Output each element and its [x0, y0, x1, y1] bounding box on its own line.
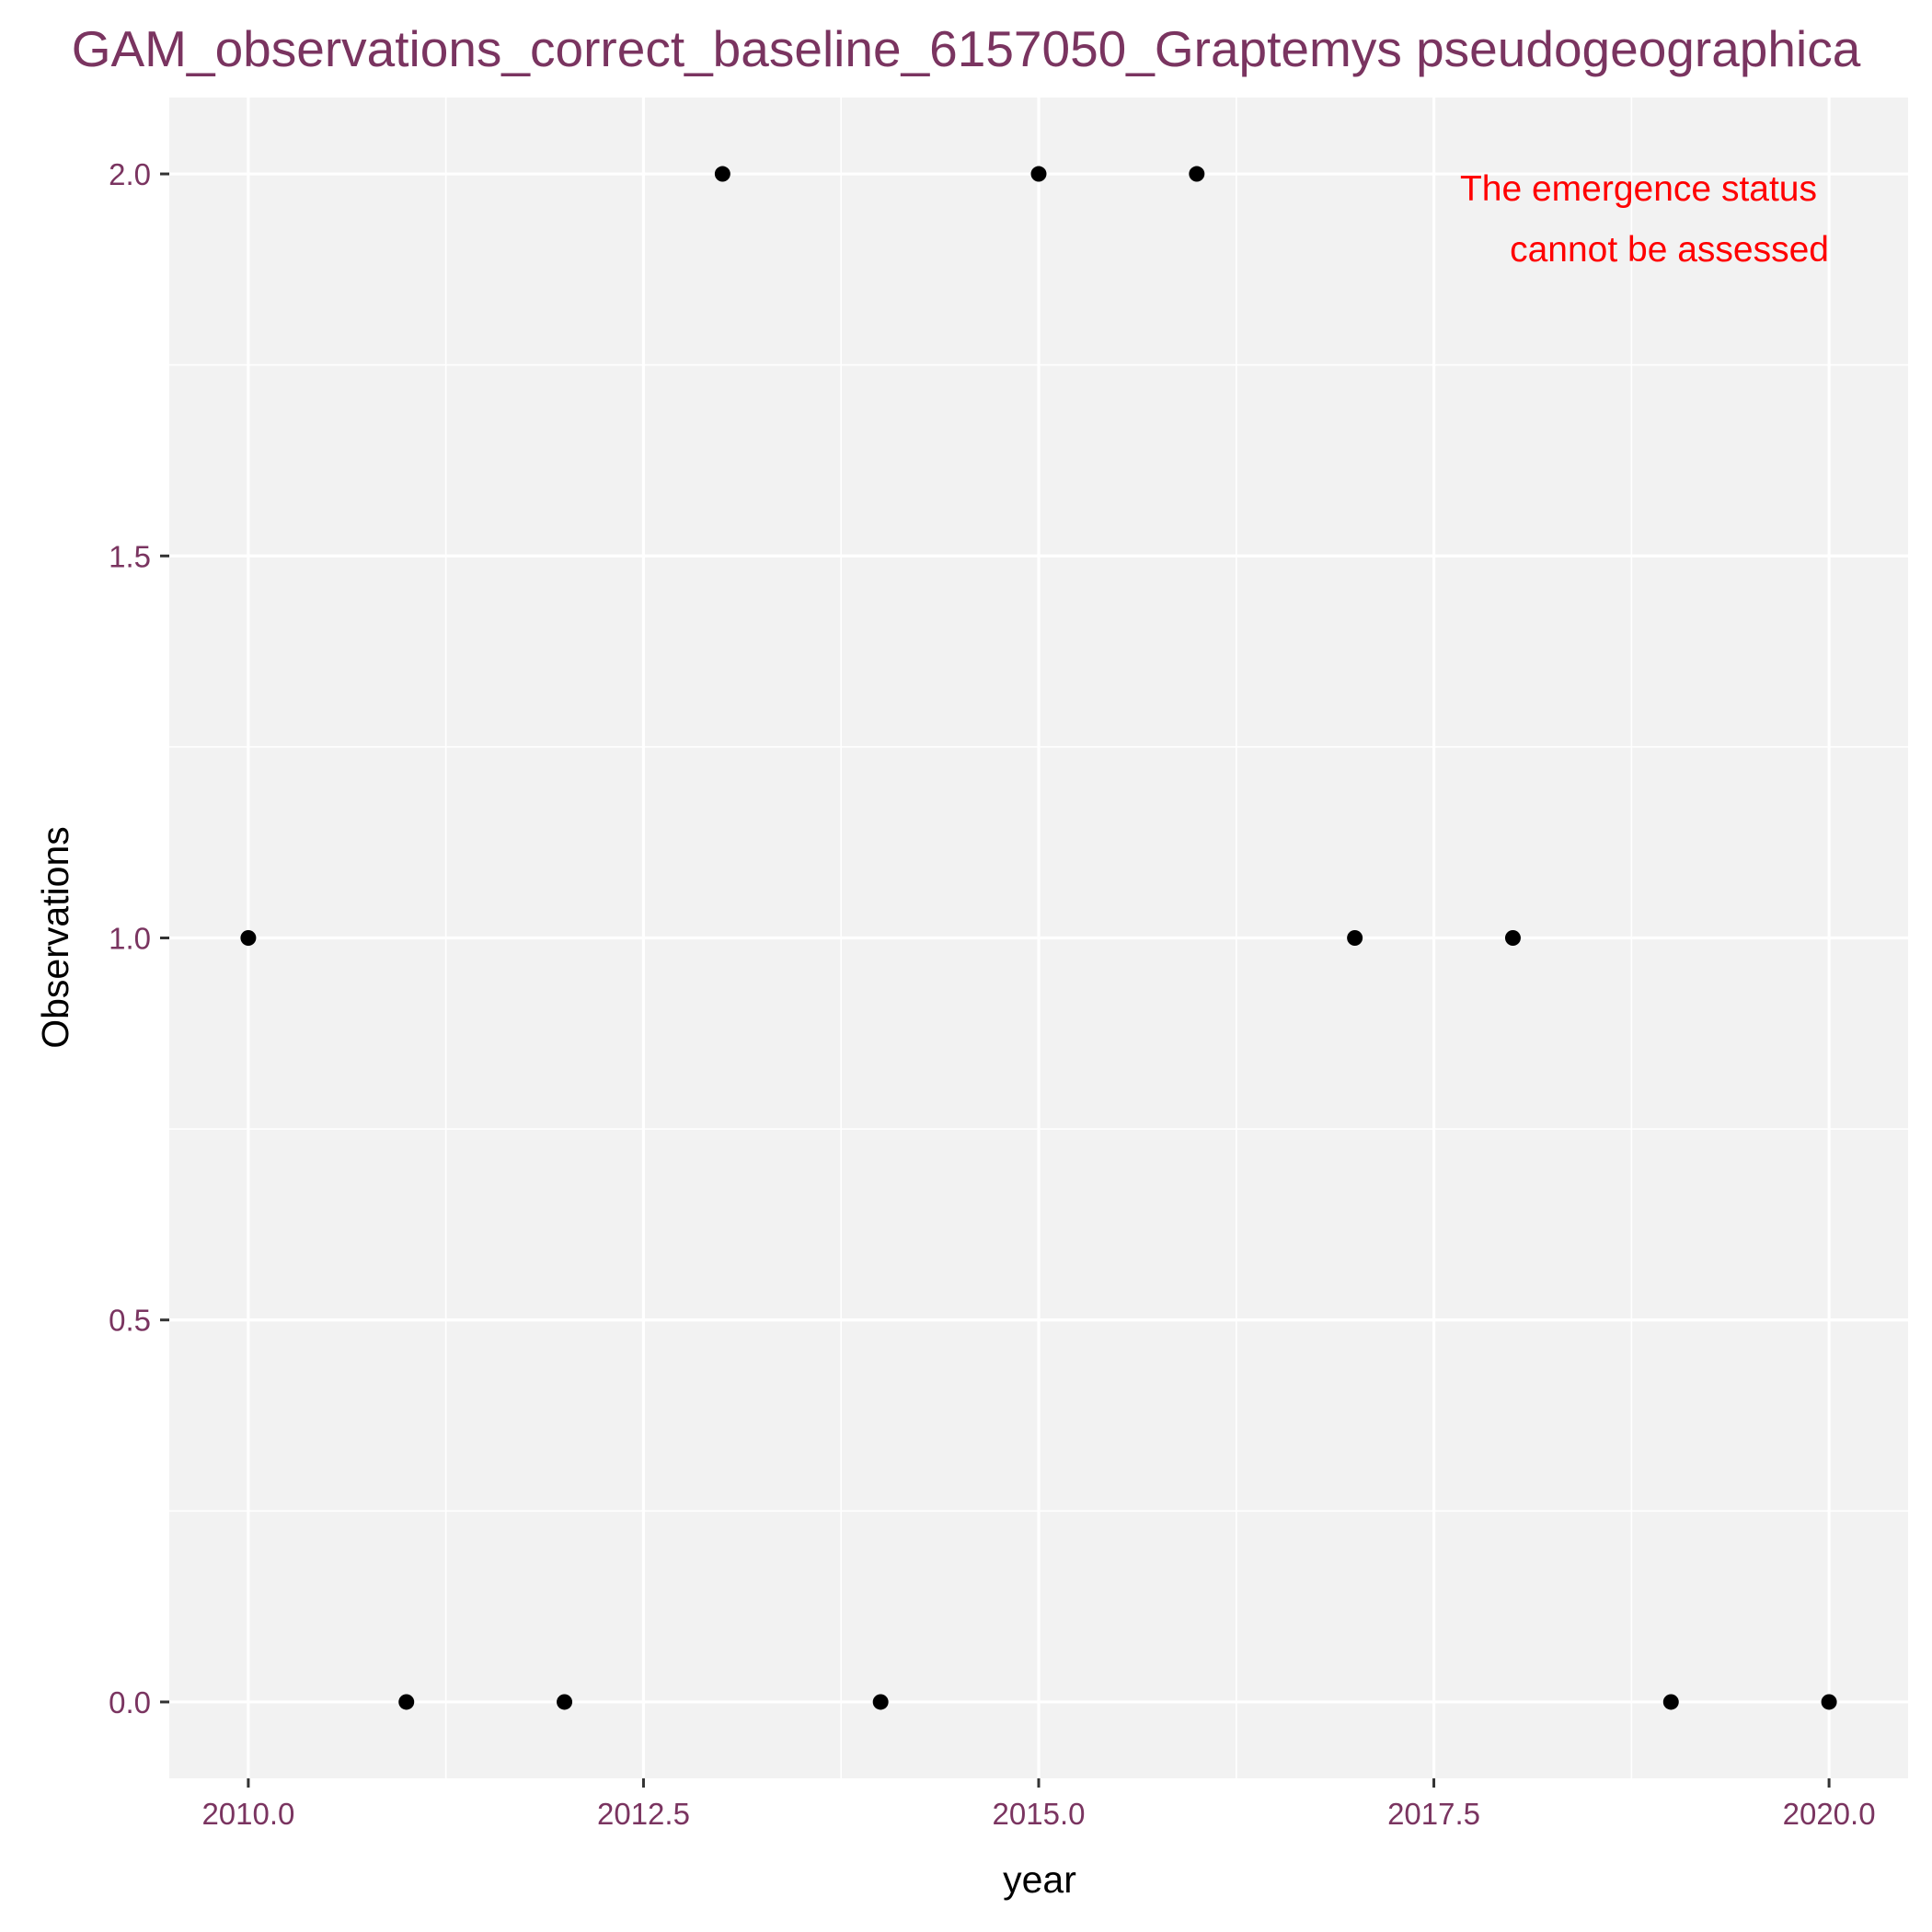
y-tick-label: 1.5 [109, 539, 151, 573]
data-point [714, 166, 730, 182]
data-point [1189, 166, 1205, 182]
data-point [1030, 166, 1047, 182]
x-axis: 2010.0 2012.5 2015.0 2017.5 2020.0 [201, 1778, 1876, 1831]
data-point [398, 1694, 415, 1710]
y-tick-label: 1.0 [109, 922, 151, 956]
major-grid-lines [169, 98, 1908, 1778]
data-point [1347, 930, 1363, 946]
x-tick-label: 2010.0 [201, 1797, 294, 1831]
x-tick-label: 2017.5 [1387, 1797, 1480, 1831]
x-tick-label: 2012.5 [597, 1797, 690, 1831]
annotation-line-2: cannot be assessed [1510, 230, 1829, 270]
data-point [557, 1694, 573, 1710]
y-axis-title: Observations [34, 826, 76, 1049]
data-point [240, 930, 257, 946]
y-axis: 0.0 0.5 1.0 1.5 2.0 [109, 157, 169, 1719]
annotation-line-1: The emergence status [1460, 169, 1817, 209]
y-tick-label: 0.5 [109, 1304, 151, 1338]
y-tick-label: 2.0 [109, 157, 151, 191]
x-axis-title: year [1003, 1858, 1076, 1901]
x-tick-label: 2020.0 [1783, 1797, 1876, 1831]
data-point [872, 1694, 889, 1710]
data-point [1821, 1694, 1837, 1710]
y-tick-label: 0.0 [109, 1685, 151, 1719]
x-tick-label: 2015.0 [993, 1797, 1086, 1831]
data-point [1662, 1694, 1679, 1710]
chart-title: GAM_observations_correct_baseline_615705… [72, 20, 1861, 77]
data-point [1504, 930, 1521, 946]
data-points [240, 166, 1837, 1710]
